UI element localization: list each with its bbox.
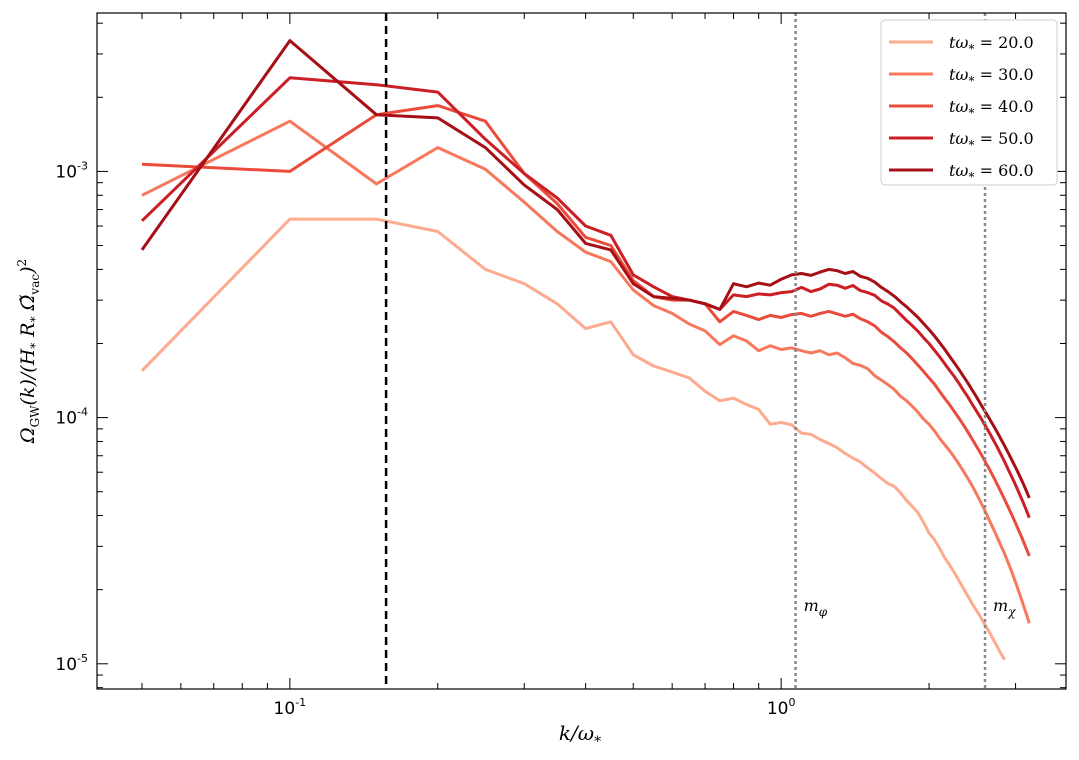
- legend: tω* = 20.0 tω* = 30.0 tω* = 40.0 tω* = 50.0…: [880, 19, 1058, 186]
- y-tick-label: 10-5: [55, 652, 88, 675]
- legend-label: tω* = 60.0: [949, 161, 1034, 184]
- y-axis-label: ΩGW(k)/(H* R* Ω̃vac)2: [15, 259, 42, 444]
- plot-area: mφ mχ: [140, 13, 1031, 689]
- y-tick-label: 10-4: [55, 406, 88, 429]
- legend-label: tω* = 50.0: [949, 129, 1034, 152]
- plot-frame: [96, 12, 1067, 690]
- x-axis-label: k/ω*: [559, 721, 601, 750]
- m-chi-label: mχ: [993, 596, 1016, 619]
- x-tick-label: 10-1: [274, 696, 307, 719]
- x-tick-label: 100: [767, 696, 796, 719]
- legend-label: tω* = 20.0: [949, 33, 1034, 56]
- legend-box: [880, 19, 1058, 186]
- legend-label: tω* = 40.0: [949, 97, 1034, 120]
- series-line-20-0: [140, 217, 1006, 661]
- m-phi-label: mφ: [804, 596, 828, 619]
- legend-label: tω* = 30.0: [949, 65, 1034, 88]
- axis-ticks: 10-1 100 10-5 10-4 10-3: [55, 13, 1066, 719]
- series-line-60-0: [140, 39, 1031, 499]
- y-tick-label: 10-3: [55, 159, 88, 182]
- series-line-50-0: [140, 76, 1031, 519]
- series-line-30-0: [141, 119, 1031, 624]
